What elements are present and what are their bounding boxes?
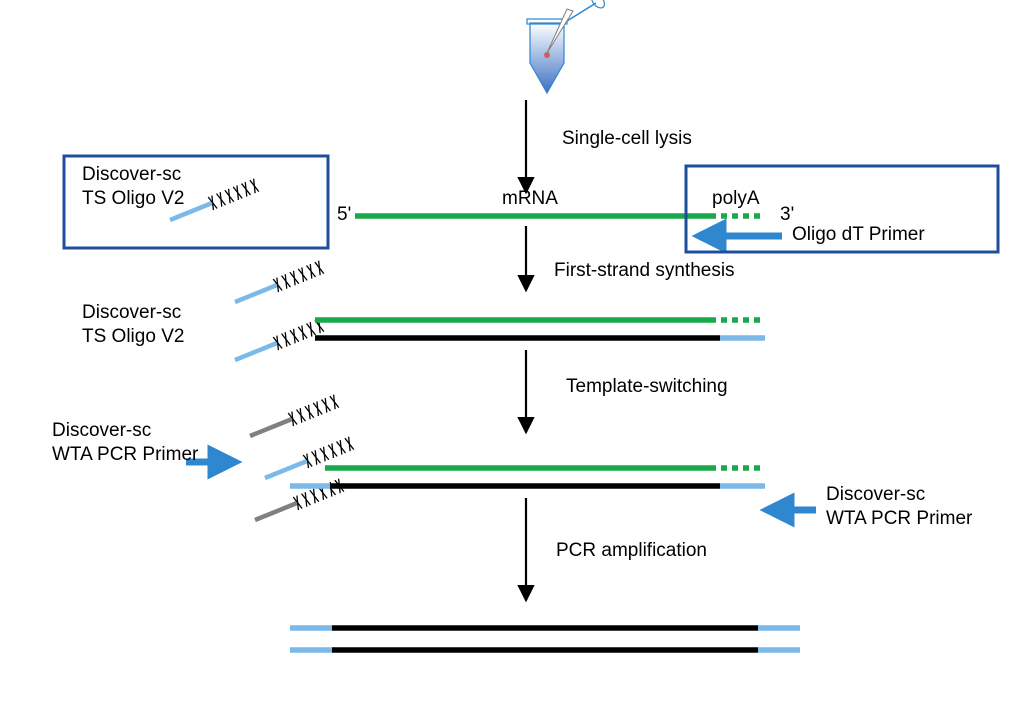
step1-label: Single-cell lysis (562, 128, 692, 150)
workflow-diagram (0, 0, 1020, 728)
ts-oligo-icon (232, 319, 323, 367)
step4-label: PCR amplification (556, 540, 707, 562)
wta-primer-left-line2: WTA PCR Primer (52, 444, 198, 466)
three-prime-label: 3' (780, 204, 794, 226)
polya-label: polyA (712, 188, 760, 210)
ts-oligo-label-2-line2: TS Oligo V2 (82, 326, 184, 348)
ts-oligo-label-2-line1: Discover-sc (82, 302, 181, 324)
ts-oligo-icon (262, 437, 353, 485)
ts-oligo-label-1-line1: Discover-sc (82, 164, 181, 186)
oligo-dt-label: Oligo dT Primer (792, 224, 925, 246)
step3-label: Template-switching (566, 376, 728, 398)
wta-primer-right-line2: WTA PCR Primer (826, 508, 972, 530)
ts-oligo-label-1-line2: TS Oligo V2 (82, 188, 184, 210)
ts-oligo-icon (232, 261, 323, 309)
wta-primer-right-line1: Discover-sc (826, 484, 925, 506)
tube-icon (527, 0, 607, 93)
step2-label: First-strand synthesis (554, 260, 735, 282)
five-prime-label: 5' (337, 204, 351, 226)
mrna-label: mRNA (502, 188, 558, 210)
wta-primer-left-line1: Discover-sc (52, 420, 151, 442)
ts-oligo-icon (247, 395, 338, 443)
